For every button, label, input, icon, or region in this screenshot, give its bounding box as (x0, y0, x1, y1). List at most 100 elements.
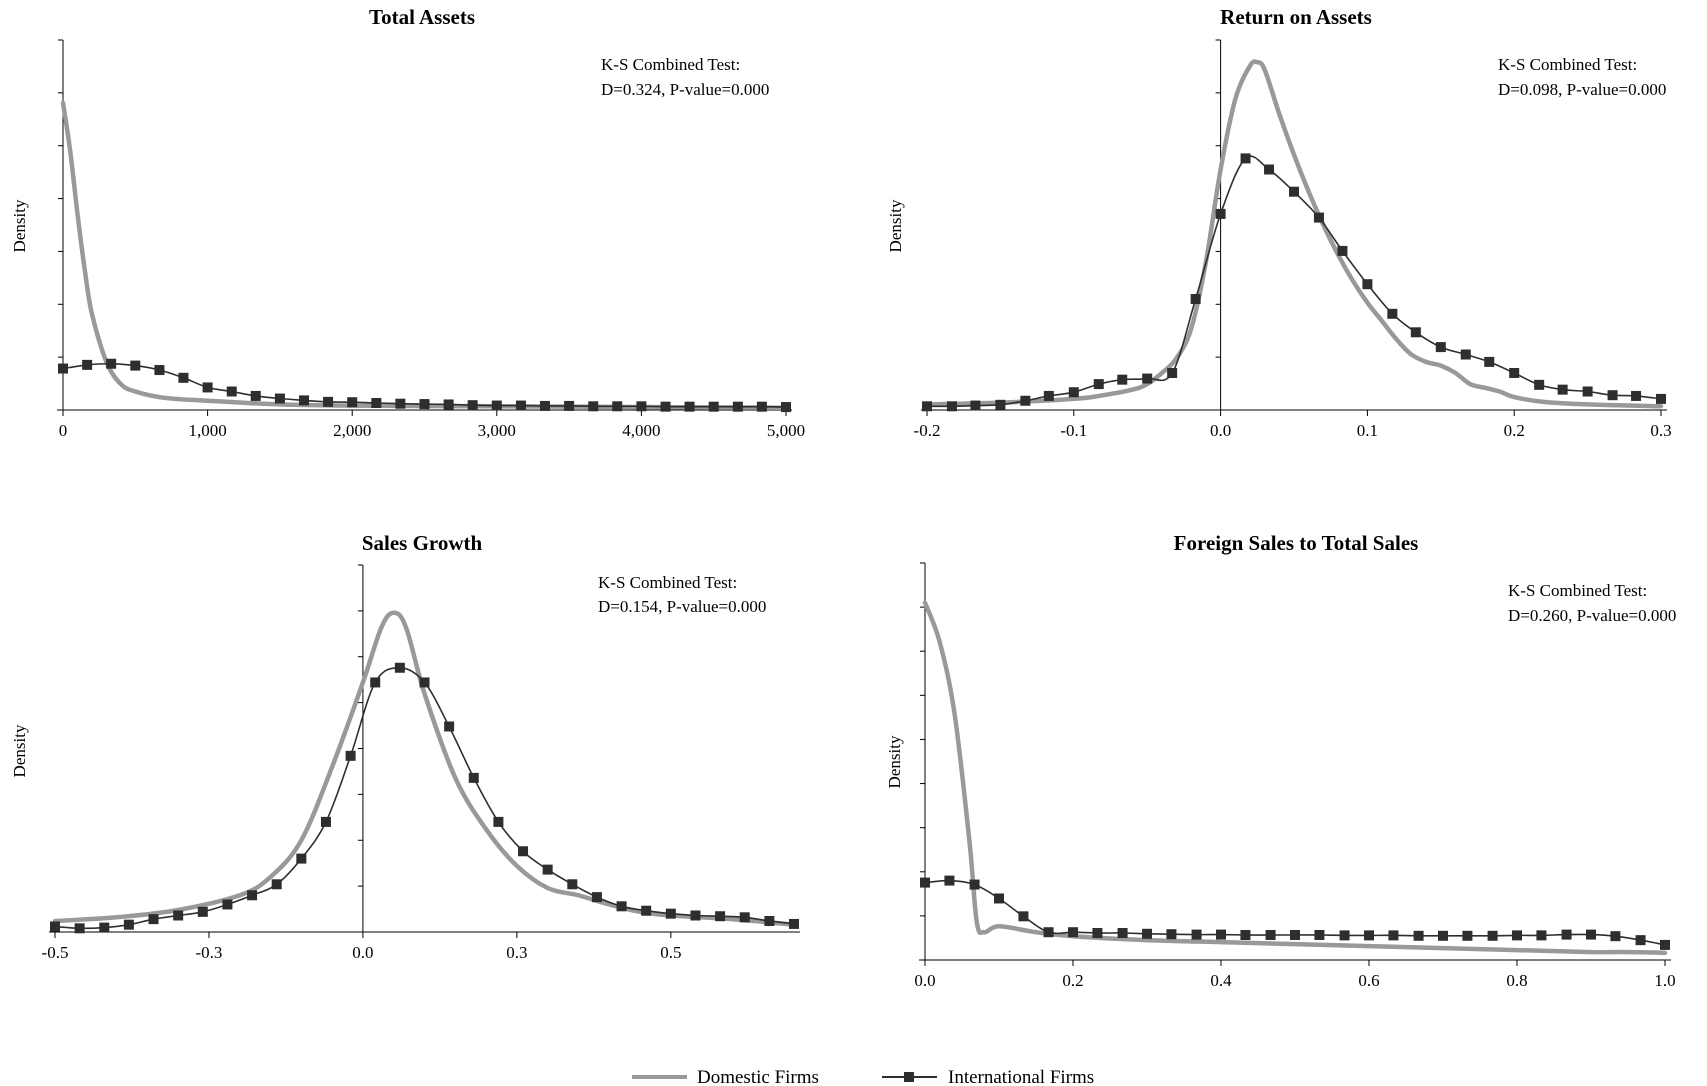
data-point-international (123, 919, 134, 930)
chart-title: Return on Assets (1220, 5, 1372, 29)
data-point-international (612, 401, 623, 412)
data-point-international (1265, 929, 1276, 940)
data-point-international (226, 386, 237, 397)
data-point-international (944, 875, 955, 886)
x-tick-label: -0.5 (42, 943, 69, 962)
y-axis-label: Density (886, 199, 905, 252)
data-point-international (173, 910, 184, 921)
data-point-international (247, 890, 258, 901)
series-line-domestic (60, 100, 789, 411)
data-point-international (1142, 928, 1152, 939)
chart-title: Foreign Sales to Total Sales (1174, 531, 1419, 555)
data-point-international (202, 382, 213, 393)
data-point-international (106, 358, 117, 369)
legend-label-international: International Firms (948, 1067, 1094, 1086)
x-tick-label: -0.1 (1060, 421, 1087, 440)
data-point-international (1509, 368, 1520, 378)
data-point-international (178, 372, 189, 383)
data-point-international (946, 401, 957, 412)
y-axis-label: Density (10, 199, 29, 252)
data-point-international (1512, 930, 1522, 941)
data-point-international (1314, 929, 1325, 940)
data-point-international (1068, 387, 1079, 398)
data-point-international (1586, 929, 1596, 940)
data-point-international (493, 816, 504, 827)
data-point-international (82, 359, 93, 370)
data-point-international (371, 397, 382, 408)
data-point-international (665, 908, 676, 919)
data-point-international (1190, 294, 1201, 304)
plot-area: -0.2 -0.1 0.0 0.1 0.2 0.3 (914, 39, 1672, 440)
panel-foreign-sales-to-total-sales: Foreign Sales to Total Sales Density K-S… (885, 531, 1676, 990)
data-point-international (197, 906, 208, 917)
chart-title: Sales Growth (362, 531, 483, 555)
data-point-international (468, 772, 479, 783)
data-point-international (50, 921, 60, 932)
data-point-international (1142, 373, 1153, 384)
data-point-international (1240, 929, 1251, 940)
x-tick-label: 0.0 (1210, 421, 1231, 440)
data-point-international (1313, 212, 1324, 223)
data-point-international (970, 400, 981, 411)
x-tick-label: 4,000 (622, 421, 660, 440)
data-point-international (1387, 308, 1398, 319)
x-tick-label: -0.3 (195, 943, 222, 962)
y-axis-label: Density (885, 735, 904, 788)
data-point-international (1043, 390, 1054, 401)
data-point-international (467, 400, 478, 411)
series-line-international (54, 667, 795, 930)
ks-test-label: K-S Combined Test: (1508, 581, 1647, 600)
data-point-international (1534, 379, 1545, 390)
data-point-international (1092, 928, 1103, 939)
data-point-international (271, 879, 282, 890)
data-point-international (419, 677, 430, 688)
ks-test-label: K-S Combined Test: (601, 55, 740, 74)
x-tick-label: 3,000 (478, 421, 516, 440)
data-point-international (1043, 927, 1054, 938)
x-tick-label: 5,000 (767, 421, 805, 440)
data-point-international (1215, 208, 1226, 219)
x-tick-label: 0.0 (352, 943, 373, 962)
data-point-international (1216, 929, 1226, 940)
data-point-international (491, 400, 502, 411)
data-point-international (58, 363, 68, 374)
x-tick-label: 0.3 (506, 943, 527, 962)
data-point-international (99, 922, 110, 933)
data-point-international (347, 397, 358, 408)
data-point-international (1435, 342, 1446, 353)
data-point-international (567, 879, 578, 890)
x-tick-label: 0.4 (1210, 971, 1232, 990)
data-point-international (1536, 930, 1547, 941)
data-point-international (732, 401, 743, 412)
data-point-international (1582, 386, 1593, 397)
data-point-international (636, 401, 647, 412)
data-point-international (130, 360, 141, 371)
data-point-international (296, 853, 307, 864)
data-point-international (1607, 390, 1618, 401)
x-tick-label: 0.1 (1357, 421, 1378, 440)
y-axis-label: Density (10, 724, 29, 777)
ks-test-value: D=0.324, P-value=0.000 (601, 80, 769, 99)
series-line-domestic (922, 600, 1668, 956)
data-point-international (320, 816, 331, 827)
x-tick-label: 0.5 (660, 943, 681, 962)
x-tick-label: -0.2 (914, 421, 941, 440)
data-point-international (1167, 368, 1178, 378)
data-point-international (708, 401, 719, 412)
x-tick-label: 0.8 (1506, 971, 1527, 990)
data-point-international (1240, 153, 1251, 164)
data-point-international (616, 901, 627, 912)
data-point-international (920, 877, 930, 888)
data-point-international (419, 399, 430, 410)
data-point-international (1289, 186, 1299, 197)
panel-total-assets: Total Assets Density K-S Combined Test: … (10, 5, 805, 440)
data-point-international (969, 879, 980, 890)
data-point-international (781, 402, 791, 413)
data-point-international (995, 399, 1006, 410)
ks-test-value: D=0.098, P-value=0.000 (1498, 80, 1666, 99)
data-point-international (1635, 935, 1646, 946)
data-point-international (641, 905, 652, 916)
data-point-international (148, 914, 159, 925)
data-point-international (1462, 930, 1473, 941)
